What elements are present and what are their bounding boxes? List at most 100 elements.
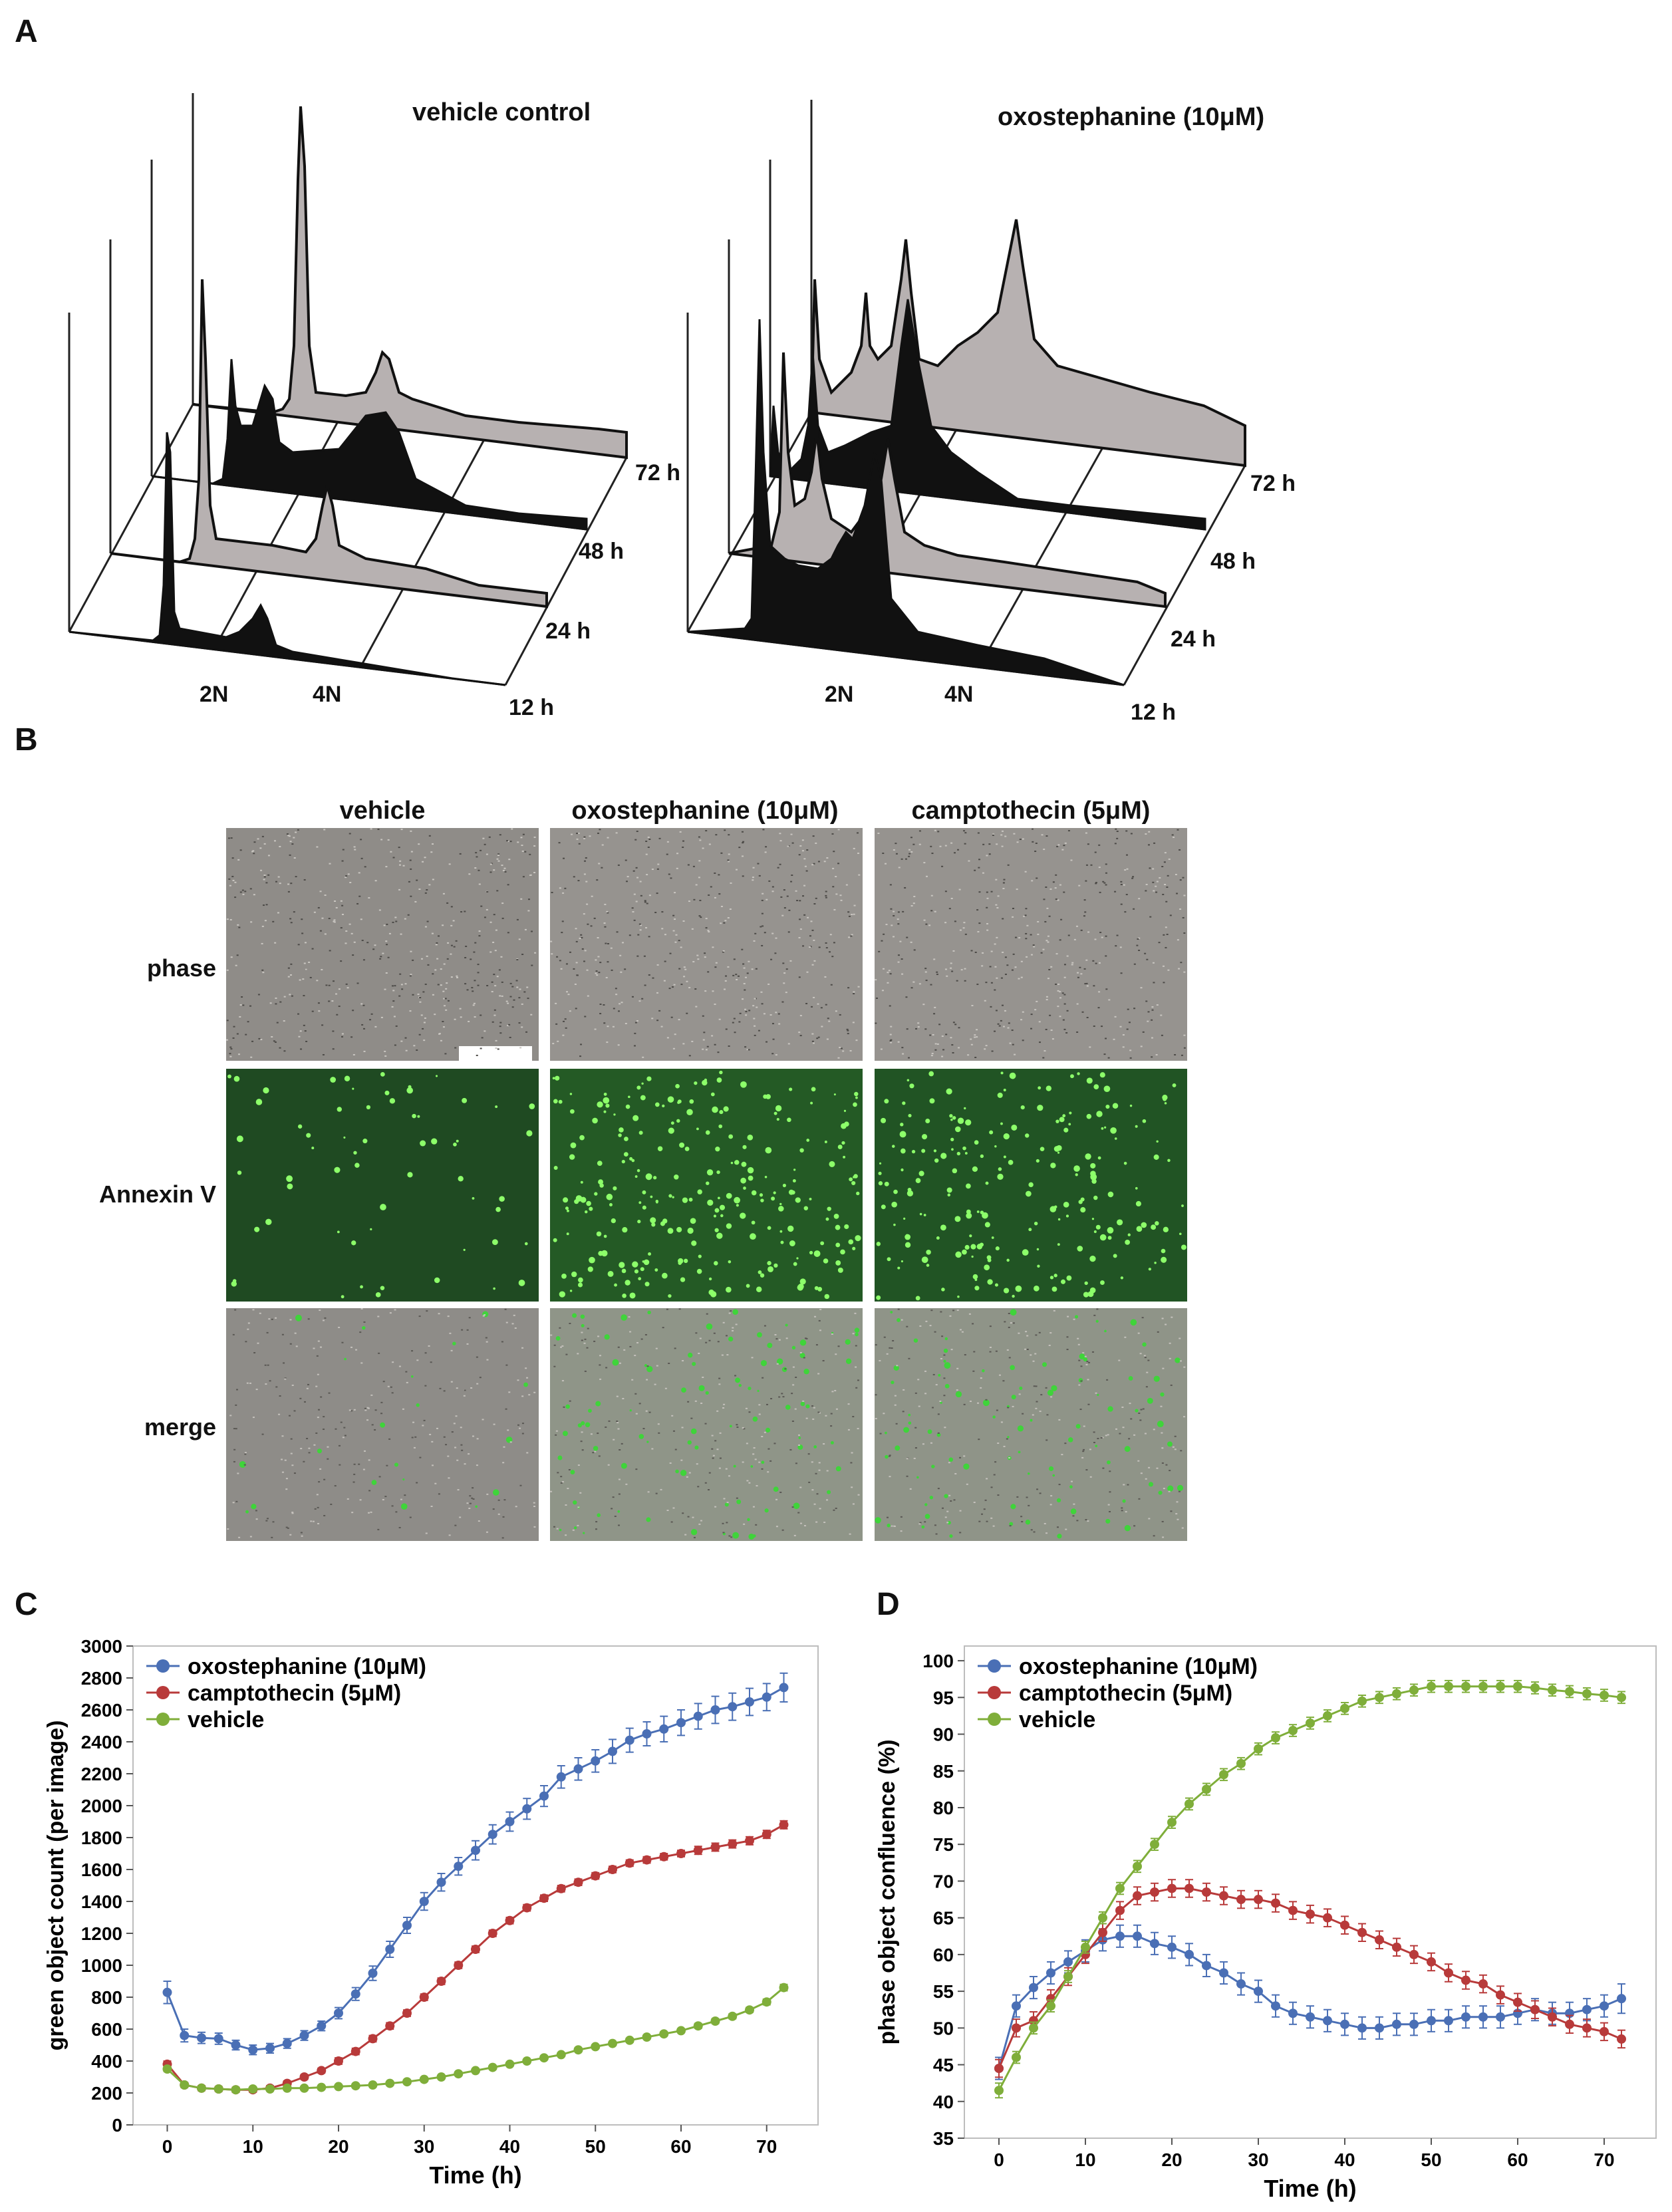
phase-texture: [424, 1385, 427, 1387]
phase-texture: [1094, 851, 1097, 853]
phase-texture: [894, 1395, 897, 1397]
phase-texture: [412, 1421, 415, 1423]
phase-texture: [564, 887, 567, 889]
phase-texture: [1133, 1525, 1136, 1527]
phase-texture: [847, 1030, 849, 1032]
phase-texture: [1059, 884, 1061, 886]
phase-texture: [1171, 1316, 1173, 1318]
phase-texture: [994, 1461, 997, 1463]
phase-texture: [287, 891, 290, 893]
phase-texture: [446, 902, 449, 904]
phase-texture: [517, 1424, 520, 1426]
phase-texture: [575, 928, 577, 930]
green-cell: [767, 1343, 773, 1348]
phase-texture: [631, 996, 634, 998]
green-cell: [803, 1206, 809, 1210]
speckle-group: [550, 829, 861, 1059]
phase-texture: [443, 998, 446, 1000]
green-cell: [254, 1226, 260, 1232]
phase-texture: [502, 1516, 505, 1518]
green-cell: [621, 1268, 627, 1274]
phase-texture: [852, 1333, 855, 1335]
phase-texture: [974, 1034, 976, 1036]
phase-texture: [411, 1437, 414, 1439]
phase-texture: [454, 1047, 457, 1049]
phase-texture: [612, 1496, 615, 1498]
legend-marker: [988, 1659, 1001, 1673]
green-cell: [844, 1121, 849, 1127]
phase-texture: [273, 840, 276, 842]
phase-texture: [275, 1386, 278, 1388]
data-point: [162, 2064, 172, 2074]
phase-texture: [957, 849, 960, 851]
phase-texture: [723, 922, 726, 924]
micrograph-merge-camptothecin: [875, 1308, 1187, 1541]
phase-texture: [714, 1506, 717, 1508]
phase-texture: [1169, 1470, 1171, 1472]
green-cell: [646, 1365, 653, 1373]
phase-texture: [450, 953, 452, 955]
phase-texture: [625, 1483, 628, 1485]
phase-texture: [411, 1350, 414, 1352]
phase-texture: [918, 843, 921, 845]
phase-texture: [445, 1444, 448, 1446]
green-cell: [719, 1204, 726, 1210]
col-header-vehicle: vehicle: [339, 797, 426, 825]
phase-texture: [340, 927, 343, 929]
phase-texture: [445, 988, 448, 990]
phase-texture: [1140, 1409, 1143, 1411]
phase-texture: [1148, 1466, 1151, 1468]
green-cell: [1163, 1226, 1169, 1232]
phase-texture: [835, 893, 838, 895]
green-cell: [924, 1503, 928, 1506]
green-cell: [905, 1242, 911, 1248]
phase-texture: [368, 1490, 371, 1492]
phase-texture: [950, 1037, 952, 1039]
green-cell: [632, 1115, 639, 1121]
green-cell: [764, 1175, 767, 1178]
phase-texture: [578, 843, 581, 845]
phase-texture: [655, 1492, 658, 1494]
green-cell: [852, 1246, 856, 1250]
x-tick-label: 30: [414, 2136, 434, 2157]
data-point: [573, 1877, 583, 1887]
phase-texture: [751, 968, 754, 970]
phase-texture: [896, 1365, 899, 1367]
panel-a-right-xlabel-2n: 2N: [825, 682, 854, 707]
data-point: [1392, 1689, 1401, 1699]
phase-texture: [333, 980, 335, 982]
phase-texture: [1151, 1006, 1154, 1008]
phase-texture: [1100, 1437, 1103, 1439]
green-cell: [966, 1183, 971, 1189]
phase-texture: [501, 902, 504, 904]
phase-texture: [990, 950, 993, 952]
green-cell: [1107, 1191, 1114, 1198]
phase-texture: [1161, 865, 1164, 867]
data-point: [350, 2081, 360, 2091]
phase-texture: [875, 1344, 877, 1346]
phase-texture: [811, 1033, 814, 1035]
green-cell: [799, 1353, 805, 1359]
phase-texture: [702, 1039, 705, 1041]
phase-texture: [438, 1033, 441, 1035]
phase-texture: [400, 829, 403, 831]
phase-texture: [996, 907, 999, 909]
phase-texture: [779, 833, 781, 835]
phase-texture: [1156, 881, 1159, 883]
phase-texture: [829, 934, 832, 936]
phase-texture: [794, 1408, 797, 1410]
phase-texture: [1065, 1528, 1067, 1530]
green-cell: [370, 1228, 372, 1230]
phase-texture: [705, 830, 708, 832]
phase-texture: [1055, 953, 1058, 955]
phase-texture: [1066, 1336, 1069, 1338]
green-cell: [841, 1141, 845, 1145]
phase-texture: [1109, 1510, 1111, 1512]
green-cell: [903, 1217, 906, 1220]
green-cell: [715, 1147, 720, 1152]
green-cell: [796, 1257, 799, 1260]
phase-texture: [1174, 1449, 1177, 1451]
green-cell: [1075, 1315, 1079, 1319]
phase-texture: [323, 1416, 325, 1418]
phase-texture: [261, 942, 263, 944]
